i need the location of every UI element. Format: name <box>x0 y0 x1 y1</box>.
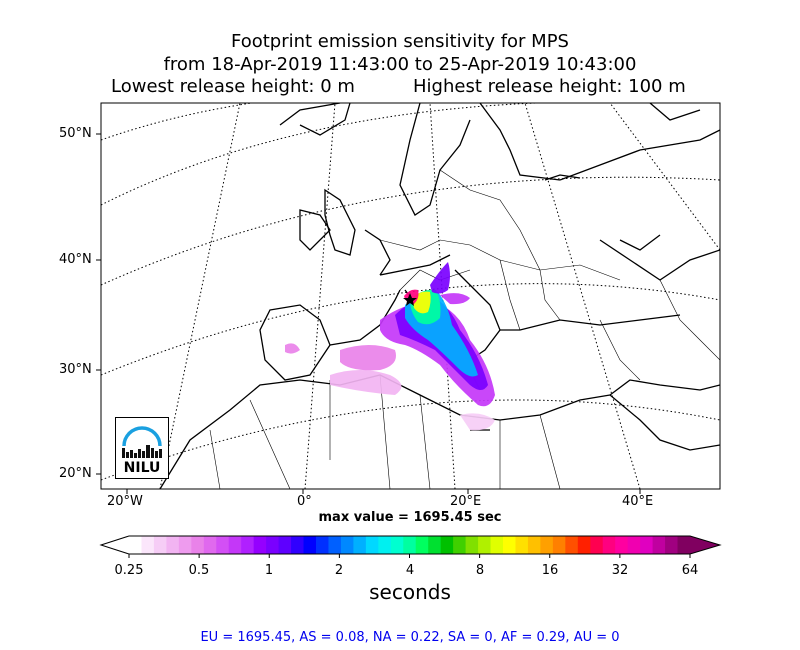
colorbar-swatch <box>191 536 205 554</box>
lon-label-20e: 20°E <box>450 494 482 509</box>
lat-label-20n: 20°N <box>59 466 92 481</box>
colorbar-swatch <box>178 536 192 554</box>
colorbar-swatch <box>590 536 604 554</box>
axis-ticks <box>96 133 641 494</box>
colorbar-swatch <box>453 536 467 554</box>
colorbar-swatch <box>465 536 479 554</box>
plume-contour <box>430 262 450 294</box>
colorbar-swatch <box>640 536 654 554</box>
colorbar-swatch <box>241 536 255 554</box>
plume-contour <box>340 345 396 371</box>
colorbar-swatch <box>478 536 492 554</box>
release-site-marker-icon <box>403 293 417 306</box>
colorbar-swatch <box>540 536 554 554</box>
nilu-logo-text: NILU <box>123 460 161 476</box>
highest-release-height: Highest release height: 100 m <box>413 76 686 97</box>
footprint-plume <box>285 262 495 431</box>
colorbar-tick-label: 32 <box>611 563 629 578</box>
lon-label-0: 0° <box>297 494 312 509</box>
colorbar-swatch <box>340 536 354 554</box>
colorbar-swatch <box>390 536 404 554</box>
colorbar-swatch <box>490 536 504 554</box>
title-line-2: from 18-Apr-2019 11:43:00 to 25-Apr-2019… <box>163 54 637 75</box>
lat-label-40n: 40°N <box>59 252 92 267</box>
lowest-release-height: Lowest release height: 0 m <box>111 76 355 97</box>
colorbar-swatch <box>440 536 454 554</box>
title-line-3: Lowest release height: 0 m Highest relea… <box>0 76 800 98</box>
colorbar-swatch <box>266 536 280 554</box>
colorbar-tick-label: 2 <box>334 563 344 578</box>
plume-contour <box>285 343 300 354</box>
colorbar-tick-label: 64 <box>681 563 699 578</box>
colorbar-swatch <box>403 536 417 554</box>
colorbar-tick-label: 0.25 <box>114 563 144 578</box>
colorbar-swatch <box>527 536 541 554</box>
plume-contour <box>460 413 495 431</box>
colorbar-tick-label: 4 <box>405 563 415 578</box>
colorbar-max-extend <box>690 536 720 554</box>
colorbar-min-extend <box>101 536 129 554</box>
colorbar-swatch <box>577 536 591 554</box>
nilu-logo-icon <box>122 426 162 458</box>
title-line-1: Footprint emission sensitivity for MPS <box>231 31 569 52</box>
colorbar-swatch <box>565 536 579 554</box>
colorbar-tick-label: 8 <box>475 563 485 578</box>
lat-label-30n: 30°N <box>59 362 92 377</box>
colorbar-swatch <box>627 536 641 554</box>
colorbar-swatch <box>415 536 429 554</box>
colorbar-swatch <box>328 536 342 554</box>
colorbar-label: seconds <box>369 580 451 604</box>
colorbar-swatch <box>378 536 392 554</box>
colorbar-swatch <box>353 536 367 554</box>
colorbar-swatch <box>665 536 679 554</box>
colorbar-swatch <box>216 536 230 554</box>
colorbar-swatch <box>253 536 267 554</box>
colorbar-swatch <box>228 536 242 554</box>
colorbar-swatch <box>677 536 691 554</box>
region-summary: EU = 1695.45, AS = 0.08, NA = 0.22, SA =… <box>200 630 620 645</box>
borders <box>209 169 720 489</box>
lon-label-20w: 20°W <box>107 494 143 509</box>
colorbar-swatch <box>552 536 566 554</box>
plume-contour <box>440 293 470 305</box>
colorbar-swatch <box>515 536 529 554</box>
colorbar-tick-label: 0.5 <box>188 563 210 578</box>
colorbar-swatch <box>428 536 442 554</box>
colorbar-tick-label: 1 <box>264 563 274 578</box>
colorbar <box>99 535 722 558</box>
colorbar-swatch <box>316 536 330 554</box>
colorbar-swatch <box>153 536 167 554</box>
max-value-label: max value = 1695.45 sec <box>318 510 502 525</box>
colorbar-swatch <box>365 536 379 554</box>
colorbar-tick-label: 16 <box>541 563 559 578</box>
colorbar-swatch <box>503 536 517 554</box>
colorbar-swatch <box>141 536 155 554</box>
colorbar-swatch <box>602 536 616 554</box>
colorbar-swatch <box>615 536 629 554</box>
colorbar-swatch <box>203 536 217 554</box>
colorbar-swatch <box>291 536 305 554</box>
lat-label-50n: 50°N <box>59 126 92 141</box>
colorbar-swatch <box>278 536 292 554</box>
colorbar-swatch <box>129 536 143 554</box>
colorbar-swatch <box>652 536 666 554</box>
lon-label-40e: 40°E <box>622 494 654 509</box>
plume-contour <box>330 370 402 395</box>
nilu-logo: NILU <box>115 417 169 479</box>
colorbar-swatch <box>166 536 180 554</box>
colorbar-swatch <box>303 536 317 554</box>
